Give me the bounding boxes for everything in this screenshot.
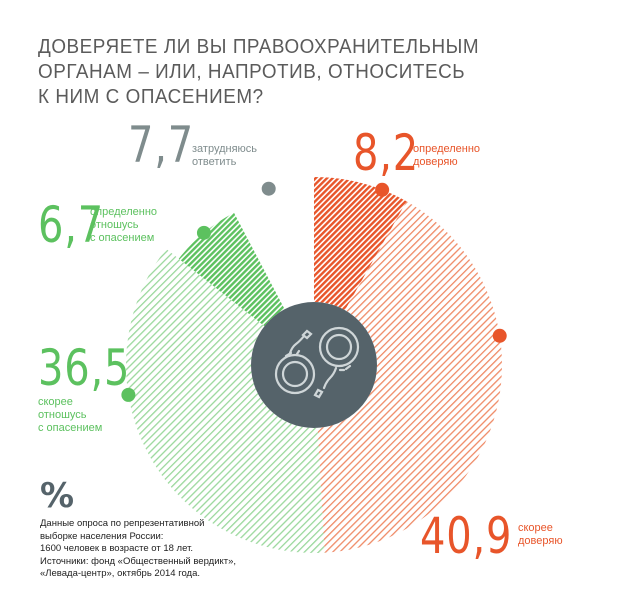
title-line-1: ДОВЕРЯЕТЕ ЛИ ВЫ ПРАВООХРАНИТЕЛЬНЫМ (38, 35, 480, 58)
label-undecided: затрудняюсь ответить (192, 143, 258, 168)
value-definitely-fear: 6,7 (38, 196, 105, 254)
value-definitely-trust: 8,2 (353, 124, 420, 182)
slice-definitely-trust (314, 177, 407, 311)
label-definitely-fear: определенно отношусь с опасением (90, 206, 158, 244)
dot-undecided (261, 181, 276, 196)
label-rather-trust: скорее доверяю (518, 522, 563, 547)
dot-definitely-trust (375, 182, 390, 197)
dot-rather-trust (492, 328, 507, 343)
label-definitely-trust: определенно доверяю (413, 143, 481, 168)
slice-rather-fear (126, 248, 325, 553)
value-undecided: 7,7 (128, 116, 195, 174)
value-rather-fear: 36,5 (38, 339, 131, 397)
title-line-2: ОРГАНАМ – ИЛИ, НАПРОТИВ, ОТНОСИТЕСЬ (38, 60, 466, 83)
chart-title: ДОВЕРЯЕТЕ ЛИ ВЫ ПРАВООХРАНИТЕЛЬНЫМ ОРГАН… (38, 34, 480, 109)
slice-definitely-fear (178, 212, 285, 327)
percent-sign: % (40, 476, 75, 516)
title-line-3: К НИМ С ОПАСЕНИЕМ? (38, 85, 264, 108)
value-rather-trust: 40,9 (420, 507, 513, 565)
handcuffs-icon (274, 326, 360, 399)
footnote: Данные опроса по репрезентативной выборк… (40, 518, 237, 579)
slice-rather-trust (317, 201, 502, 553)
dot-rather-fear (121, 387, 136, 402)
center-circle (251, 302, 377, 428)
dot-definitely-fear (196, 225, 211, 240)
label-rather-fear: скорее отношусь с опасением (38, 396, 103, 434)
